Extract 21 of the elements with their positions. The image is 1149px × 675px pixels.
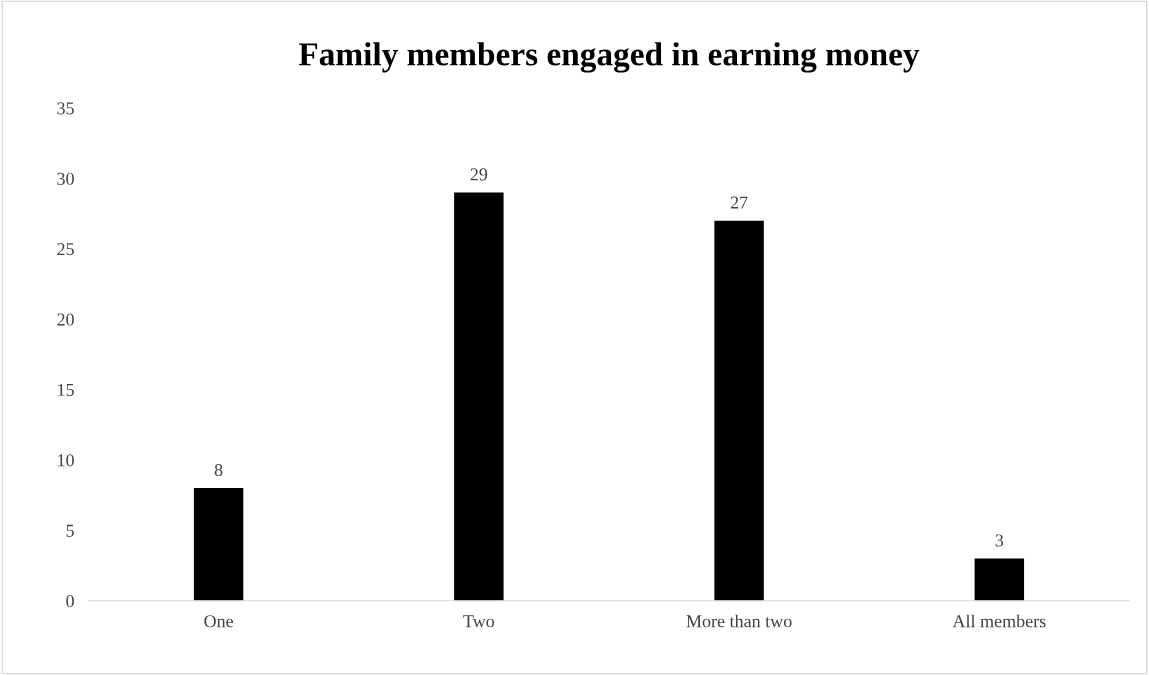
data-label: 29: [470, 168, 488, 181]
data-label: 8: [214, 463, 223, 477]
y-tick-label: 0: [66, 595, 74, 608]
y-tick-label: 30: [57, 172, 74, 185]
y-tick-label: 35: [57, 102, 74, 115]
chart-title: Family members engaged in earning money: [298, 42, 920, 73]
bar: [974, 558, 1025, 601]
x-tick-label: One: [204, 615, 234, 628]
x-tick-label: More than two: [686, 614, 792, 628]
y-tick-label: 20: [57, 313, 74, 326]
data-label: 3: [995, 534, 1004, 547]
y-tick-label: 10: [58, 454, 74, 467]
x-tick-label: Two: [463, 615, 495, 628]
y-tick-label: 5: [66, 524, 74, 537]
bar: [714, 220, 764, 601]
x-tick-label: All members: [952, 614, 1046, 628]
y-tick-label: 15: [58, 383, 74, 397]
data-label: 27: [730, 196, 748, 209]
bar: [454, 192, 504, 601]
bar: [193, 488, 244, 601]
y-tick-label: 25: [57, 243, 74, 256]
